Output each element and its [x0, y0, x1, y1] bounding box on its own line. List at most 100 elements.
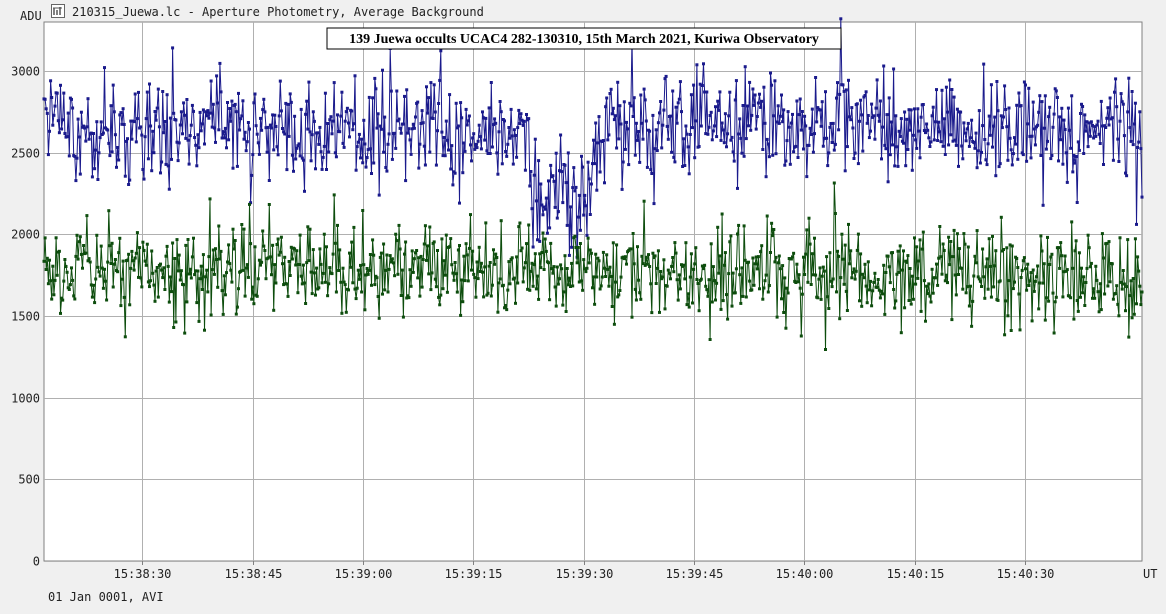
comparison-point: [112, 262, 116, 266]
target-point: [275, 145, 279, 149]
comparison-point: [306, 225, 310, 229]
target-point: [672, 155, 676, 159]
comparison-point: [723, 251, 727, 255]
comparison-point: [822, 269, 826, 273]
target-point: [1010, 163, 1014, 167]
target-point: [1086, 145, 1090, 149]
target-point: [188, 134, 192, 138]
target-point: [76, 117, 80, 121]
comparison-point: [239, 269, 243, 273]
comparison-point: [984, 265, 988, 269]
target-point: [514, 134, 517, 137]
target-point: [60, 127, 64, 131]
target-point: [659, 100, 663, 103]
target-point: [245, 140, 249, 144]
target-point: [193, 136, 197, 139]
target-point: [631, 115, 635, 118]
comparison-point: [264, 277, 268, 281]
target-point: [952, 95, 956, 99]
comparison-point: [1035, 275, 1038, 279]
target-point: [1098, 142, 1102, 145]
comparison-point: [175, 238, 179, 242]
comparison-point: [297, 263, 301, 266]
comparison-point: [308, 227, 312, 231]
target-point: [678, 80, 682, 84]
target-point: [394, 146, 398, 150]
comparison-point: [99, 244, 103, 248]
comparison-point: [183, 331, 187, 335]
comparison-point: [1085, 266, 1089, 270]
target-point: [798, 97, 802, 101]
comparison-point: [503, 306, 506, 310]
comparison-point: [971, 299, 975, 303]
comparison-point: [780, 297, 783, 301]
comparison-point: [135, 231, 139, 235]
comparison-point: [68, 283, 72, 287]
target-point: [87, 137, 91, 141]
comparison-point: [153, 299, 157, 303]
comparison-point: [417, 256, 421, 260]
comparison-point: [216, 285, 220, 289]
comparison-point: [326, 294, 330, 298]
comparison-point: [121, 259, 125, 263]
target-point: [694, 119, 698, 123]
target-point: [951, 139, 955, 143]
comparison-point: [174, 320, 178, 324]
comparison-point: [60, 296, 64, 300]
target-point: [223, 126, 227, 130]
target-point: [527, 117, 531, 121]
target-point: [153, 110, 157, 113]
target-point: [353, 74, 357, 78]
target-point: [605, 96, 609, 100]
comparison-point: [296, 291, 300, 295]
target-series: [42, 17, 1144, 259]
target-point: [362, 118, 366, 122]
target-point: [750, 113, 754, 117]
target-point: [97, 151, 101, 155]
comparison-point: [1125, 285, 1129, 289]
target-point: [751, 87, 755, 91]
target-point: [933, 120, 937, 124]
target-point: [622, 100, 626, 104]
target-point: [1058, 115, 1062, 119]
comparison-point: [1139, 303, 1143, 307]
target-point: [921, 103, 925, 106]
target-point: [1050, 154, 1054, 157]
comparison-point: [849, 249, 853, 253]
comparison-point: [75, 233, 79, 237]
comparison-point: [699, 277, 703, 281]
comparison-point: [574, 246, 578, 249]
target-point: [92, 132, 95, 135]
comparison-point: [1064, 269, 1068, 273]
comparison-point: [543, 237, 547, 241]
target-point: [490, 145, 494, 149]
comparison-point: [829, 279, 833, 283]
target-point: [904, 164, 908, 168]
comparison-point: [781, 264, 785, 268]
comparison-point: [57, 249, 61, 253]
comparison-point: [145, 242, 149, 246]
comparison-point: [1072, 317, 1076, 321]
target-point: [556, 210, 560, 214]
comparison-point: [186, 238, 190, 241]
comparison-point: [456, 248, 460, 252]
comparison-point: [105, 298, 109, 302]
comparison-point: [680, 263, 683, 267]
target-point: [253, 92, 257, 96]
target-point: [276, 153, 280, 157]
comparison-point: [909, 302, 913, 306]
target-point: [1007, 106, 1011, 110]
target-point: [137, 90, 140, 94]
comparison-point: [1032, 289, 1036, 293]
target-point: [1029, 156, 1033, 160]
target-point: [95, 120, 99, 124]
target-point: [1115, 105, 1119, 109]
target-point: [1059, 138, 1063, 142]
target-point: [749, 128, 753, 132]
target-point: [884, 147, 888, 151]
comparison-point: [164, 254, 168, 258]
target-point: [998, 162, 1002, 166]
comparison-point: [555, 265, 559, 269]
comparison-point: [215, 258, 219, 261]
comparison-point: [387, 267, 391, 271]
